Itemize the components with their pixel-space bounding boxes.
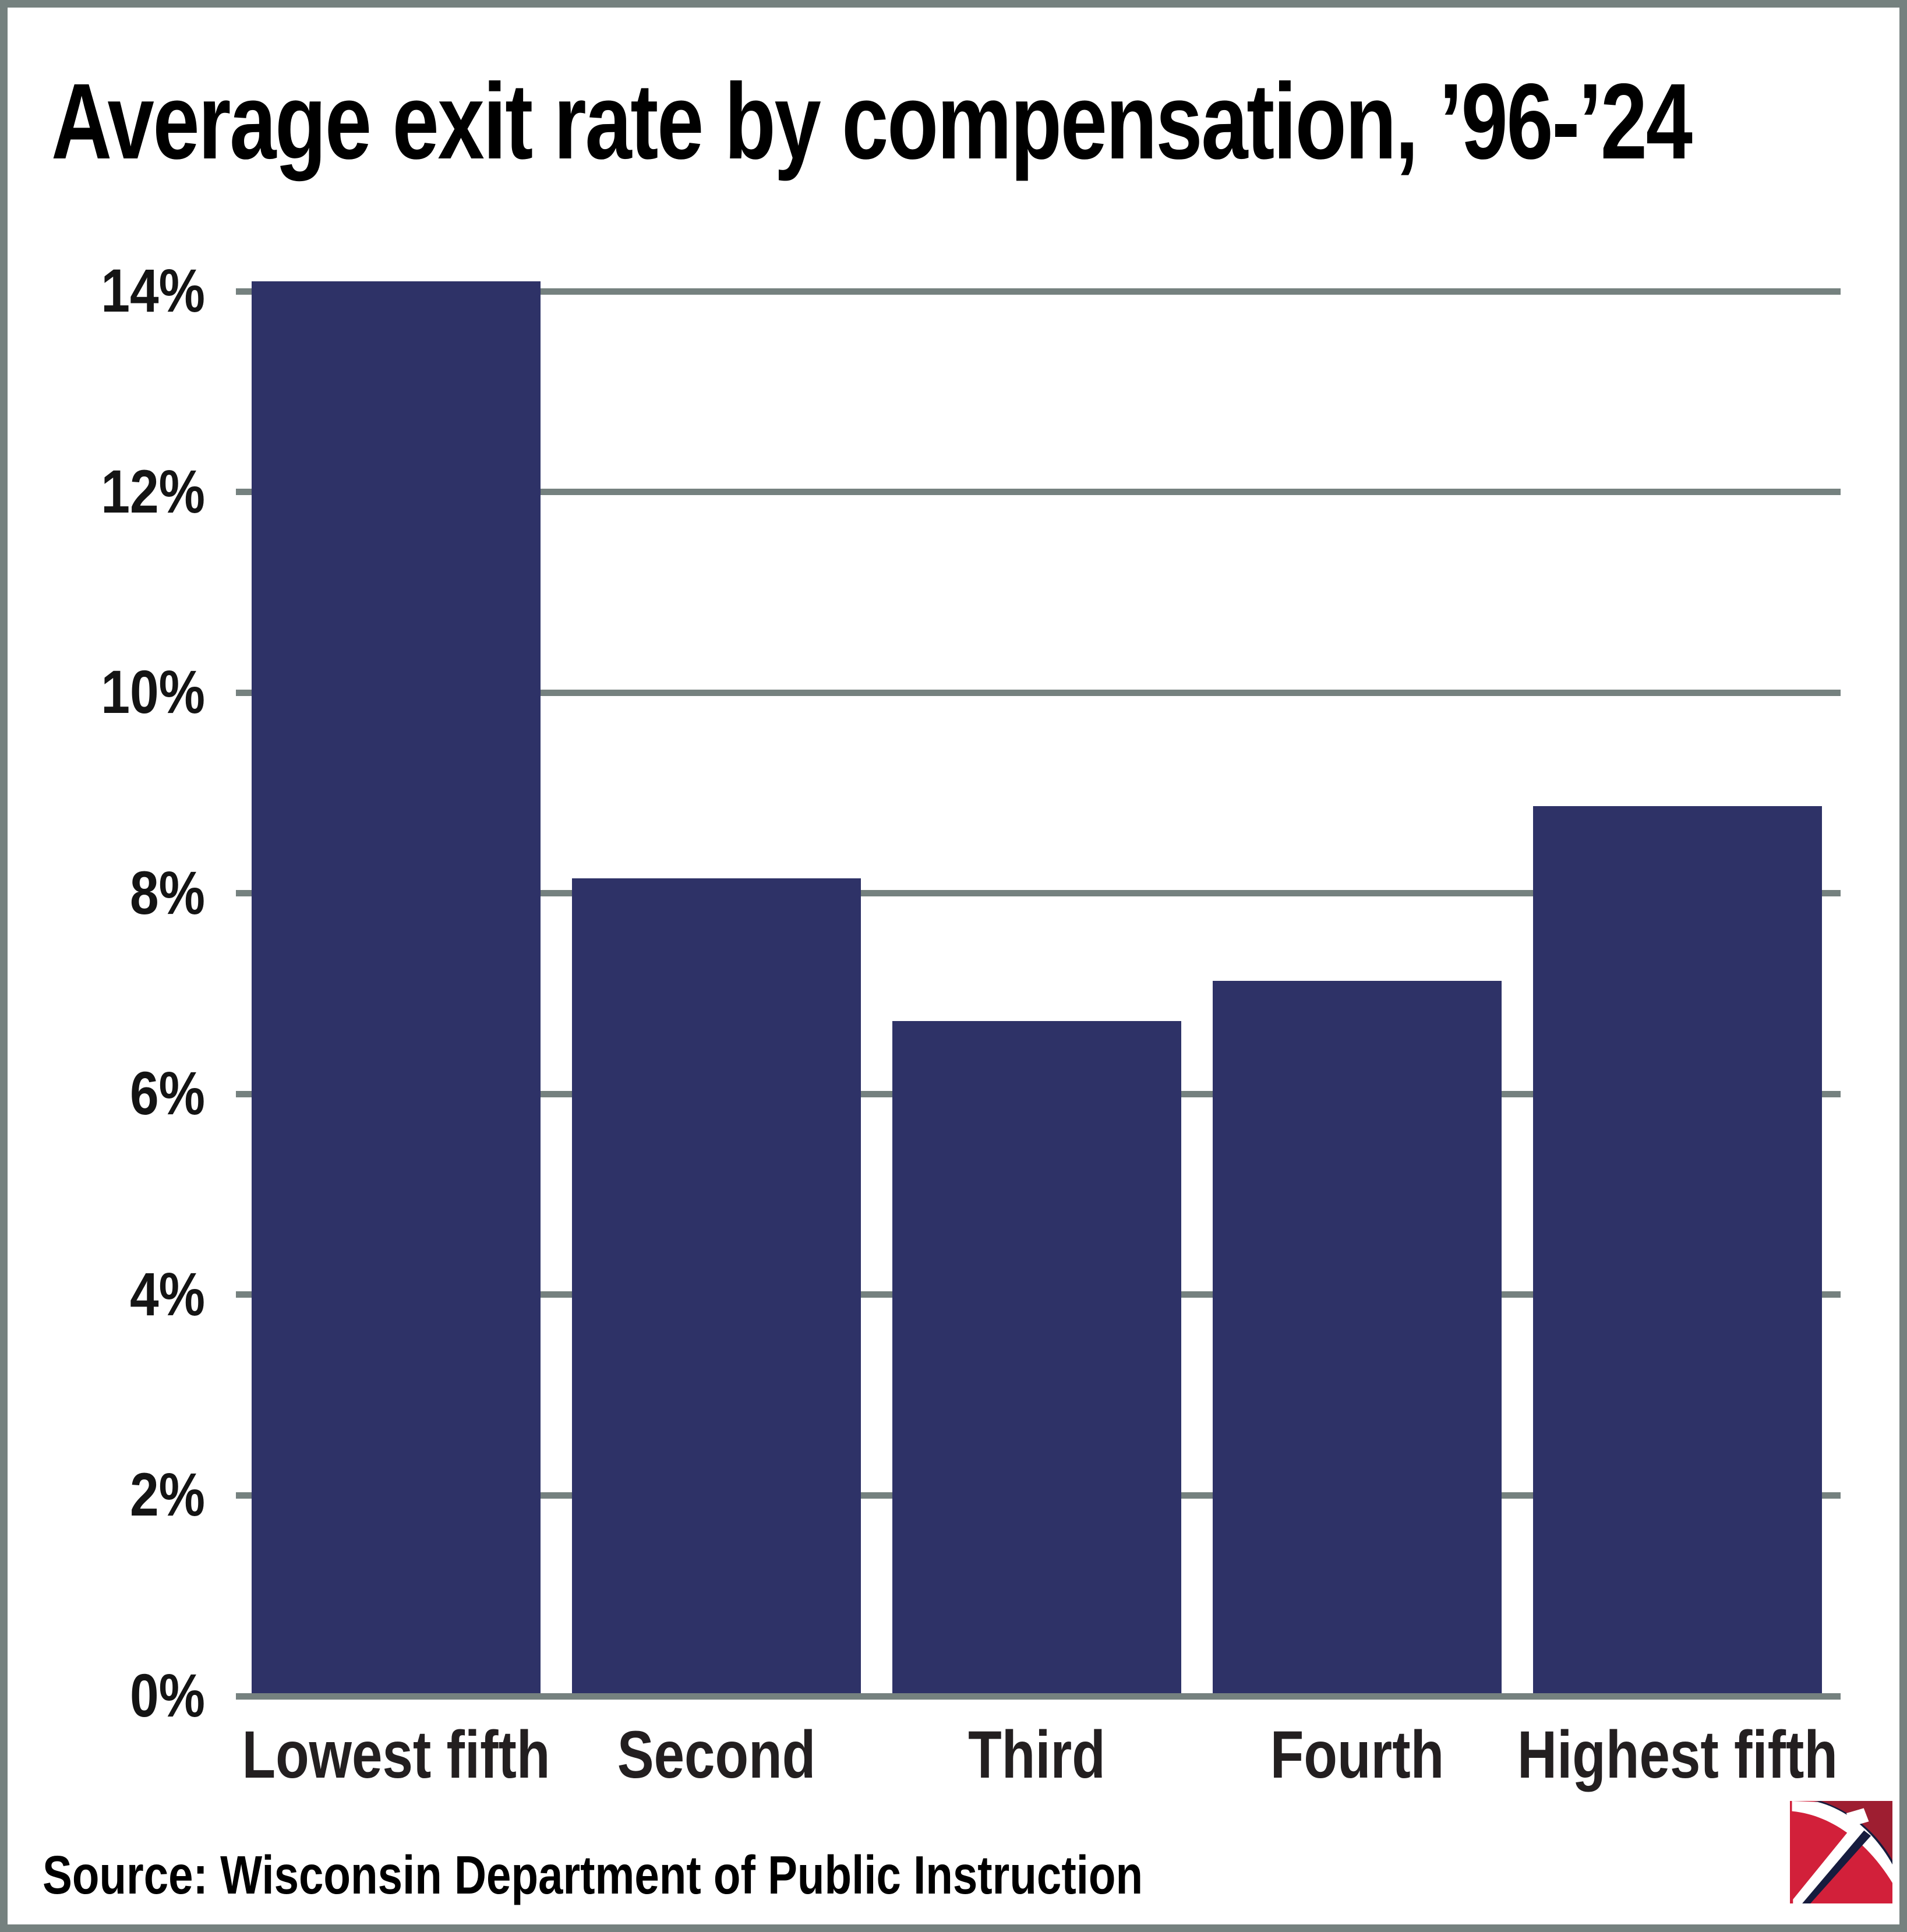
x-axis-label-highest-fifth: Highest fifth [1517, 1718, 1838, 1792]
x-axis-label-fourth: Fourth [1270, 1718, 1445, 1792]
logo-pickaxe-handle [1793, 1822, 1865, 1903]
logo-pickaxe-knob [1846, 1808, 1869, 1827]
gridline-0- [236, 1693, 1841, 1700]
logo-pickaxe-blade [1792, 1801, 1892, 1883]
gridline-8- [236, 890, 1841, 896]
logo-dark-corner [1820, 1801, 1892, 1861]
y-axis-tick-label-2-: 2% [129, 1461, 205, 1529]
y-axis-tick-label-10-: 10% [101, 658, 205, 726]
y-axis-tick-label-6-: 6% [129, 1059, 205, 1128]
chart-title: Average exit rate by compensation, ’96-’… [51, 62, 1693, 182]
x-axis-label-lowest-fifth: Lowest fifth [242, 1718, 550, 1792]
y-axis-tick-label-4-: 4% [129, 1260, 205, 1329]
gridline-12- [236, 489, 1841, 495]
gridline-14- [236, 288, 1841, 295]
bar-third [892, 1021, 1181, 1699]
x-axis-label-second: Second [617, 1718, 816, 1792]
y-axis-tick-label-14-: 14% [101, 257, 205, 325]
bar-second [572, 878, 861, 1699]
y-axis-tick-label-0-: 0% [129, 1662, 205, 1730]
gridline-10- [236, 690, 1841, 696]
x-axis-label-third: Third [968, 1718, 1106, 1792]
bar-fourth [1213, 981, 1502, 1699]
bar-highest-fifth [1533, 806, 1822, 1699]
y-axis-tick-label-8-: 8% [129, 859, 205, 927]
bar-lowest-fifth [252, 281, 541, 1699]
source-credit: Source: Wisconsin Department of Public I… [43, 1845, 1143, 1905]
y-axis-tick-label-12-: 12% [101, 458, 205, 526]
pickaxe-logo [1790, 1801, 1892, 1903]
